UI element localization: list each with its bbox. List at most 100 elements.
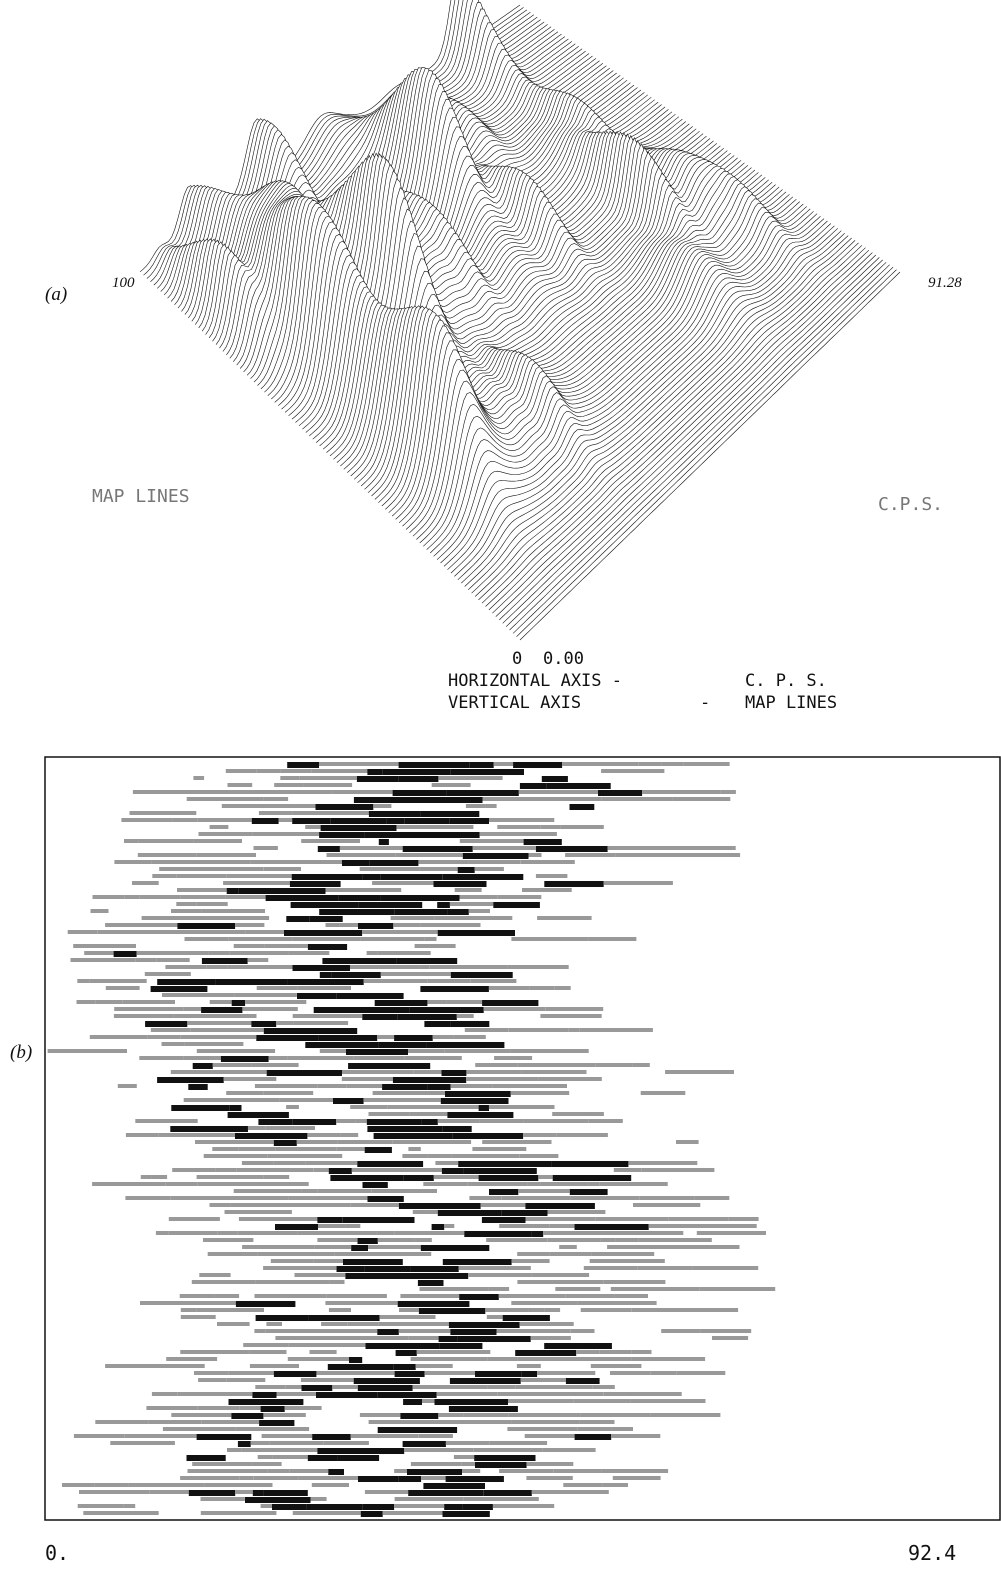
raster-cell	[598, 790, 642, 796]
raster-cell	[124, 1434, 196, 1438]
raster-cell	[554, 986, 570, 990]
raster-cell	[351, 1336, 408, 1340]
raster-cell	[403, 1399, 422, 1405]
raster-cell	[603, 1392, 682, 1396]
raster-cell	[288, 1343, 365, 1347]
raster-cell	[404, 1448, 436, 1452]
raster-cell	[438, 1119, 480, 1123]
raster-cell	[522, 1371, 537, 1377]
raster-cell	[443, 1511, 490, 1517]
raster-cell	[197, 1434, 252, 1440]
raster-cell	[540, 1014, 601, 1018]
raster-cell	[343, 1259, 403, 1265]
raster-cell	[170, 1196, 197, 1200]
raster-cell	[265, 1196, 289, 1200]
raster-cell	[307, 1504, 363, 1510]
raster-cell	[266, 1126, 315, 1130]
raster-cell	[373, 1091, 445, 1095]
raster-cell	[454, 1455, 474, 1459]
raster-cell	[322, 958, 396, 964]
raster-cell	[139, 1056, 184, 1060]
raster-cell	[433, 1035, 454, 1039]
raster-cell	[196, 1014, 257, 1018]
raster-cell	[587, 1182, 600, 1186]
raster-cell	[331, 818, 387, 824]
raster-cell	[369, 1112, 410, 1116]
raster-cell	[601, 1238, 616, 1242]
raster-cell	[466, 804, 485, 808]
raster-cell	[418, 1280, 444, 1286]
raster-cell	[631, 1350, 651, 1354]
raster-cell	[449, 818, 489, 824]
raster-cell	[511, 1301, 577, 1305]
raster-cell	[458, 1336, 531, 1342]
raster-cell	[570, 1189, 608, 1195]
raster-cell	[337, 1455, 379, 1461]
raster-cell	[486, 1238, 547, 1242]
raster-cell	[410, 1112, 448, 1116]
raster-cell	[419, 860, 469, 864]
raster-cell	[578, 1301, 657, 1305]
raster-cell	[300, 776, 357, 780]
raster-cell	[454, 1035, 486, 1039]
raster-cell	[253, 1462, 282, 1466]
raster-cell	[457, 1014, 474, 1018]
raster-cell	[340, 1133, 358, 1137]
raster-cell	[320, 972, 332, 978]
raster-cell	[432, 1224, 445, 1230]
raster-cell	[163, 1427, 236, 1431]
raster-cell	[267, 1154, 342, 1158]
raster-cell	[171, 909, 201, 913]
raster-cell	[193, 1063, 213, 1069]
raster-cell	[537, 1371, 595, 1375]
raster-cell	[642, 790, 720, 794]
raster-cell	[399, 1476, 421, 1482]
raster-cell	[159, 1133, 235, 1137]
raster-cell	[430, 965, 507, 969]
raster-cell	[498, 1392, 547, 1396]
raster-cell	[135, 1119, 197, 1123]
raster-cell	[419, 1308, 485, 1314]
raster-cell	[692, 1266, 758, 1270]
raster-cell	[543, 1231, 607, 1235]
raster-cell	[435, 1161, 458, 1165]
raster-cell	[271, 1259, 313, 1263]
raster-cell	[289, 951, 330, 955]
page: {"panel_a": {"label": "(a)", "left_corne…	[0, 0, 1001, 1570]
raster-cell	[217, 1231, 237, 1235]
raster-cell	[394, 909, 447, 915]
raster-cell	[381, 895, 460, 901]
raster-cell	[114, 860, 151, 864]
raster-cell	[631, 1399, 706, 1403]
raster-cell	[358, 923, 393, 929]
raster-cell	[434, 916, 445, 920]
raster-cell	[62, 1483, 95, 1487]
raster-cell	[135, 958, 157, 962]
raster-cell	[180, 1294, 215, 1298]
raster-cell	[326, 888, 402, 892]
raster-cell	[257, 986, 298, 990]
raster-cell	[520, 1322, 574, 1326]
raster-cell	[198, 1406, 240, 1410]
raster-cell	[484, 1490, 532, 1496]
corner-label: 100	[112, 275, 135, 291]
raster-cell	[358, 1476, 399, 1482]
raster-cell	[364, 979, 413, 983]
raster-cell	[487, 1315, 503, 1319]
raster-cell	[481, 1203, 526, 1207]
raster-cell	[551, 1161, 628, 1167]
raster-cell	[628, 1224, 649, 1230]
raster-cell	[367, 769, 382, 775]
raster-cell	[415, 944, 456, 948]
raster-cell	[450, 769, 524, 775]
raster-cell	[124, 839, 139, 843]
raster-cell	[248, 1126, 266, 1130]
raster-cell	[641, 1091, 686, 1095]
raster-cell	[264, 797, 289, 801]
raster-cell	[395, 1497, 464, 1501]
raster-cell	[552, 1112, 604, 1116]
raster-cell	[554, 1469, 601, 1473]
raster-cell	[601, 797, 672, 801]
raster-cell	[388, 1105, 419, 1109]
raster-cell	[264, 867, 301, 871]
